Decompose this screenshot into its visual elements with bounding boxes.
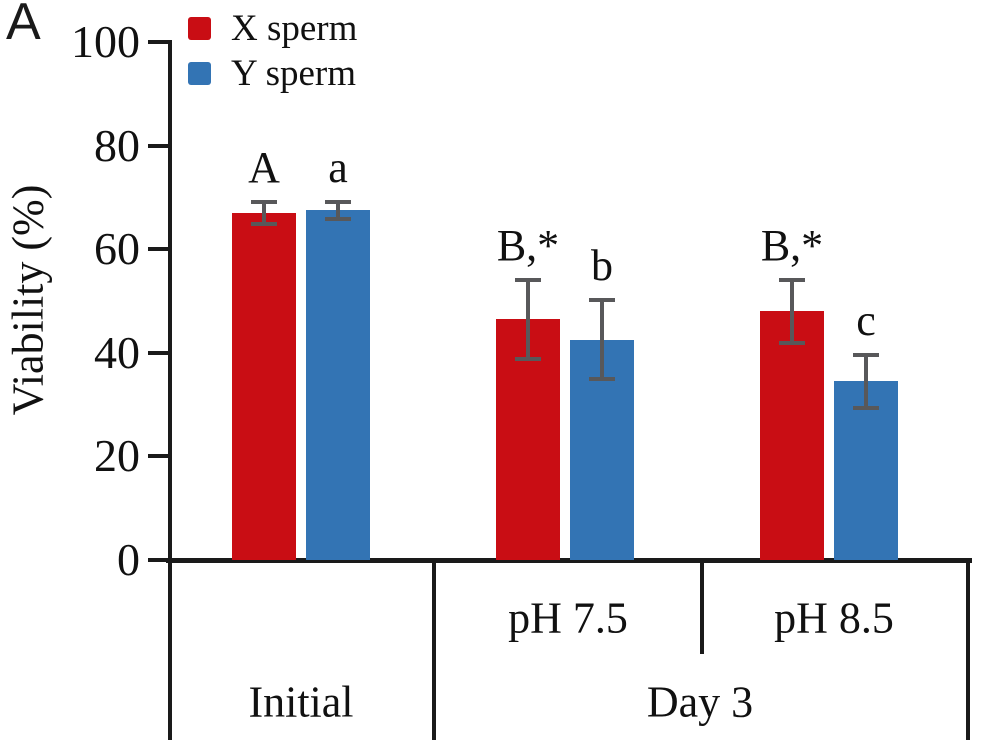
significance-label-x-sperm-initial: A bbox=[248, 142, 280, 192]
y-tick-mark-80 bbox=[148, 143, 170, 148]
error-bar-cap-top-x-sperm-initial bbox=[251, 199, 277, 204]
y-axis-line bbox=[168, 40, 172, 562]
legend-item-y-sperm: Y sperm bbox=[188, 51, 357, 96]
legend-item-x-sperm: X sperm bbox=[188, 6, 357, 51]
error-bar-cap-top-x-sperm-day-3-ph-8-5 bbox=[779, 277, 805, 282]
error-bar-cap-bottom-x-sperm-day-3-ph-7-5 bbox=[515, 356, 541, 361]
error-bar-cap-bottom-y-sperm-initial bbox=[325, 216, 351, 221]
table-line-initial-day3 bbox=[432, 562, 436, 740]
y-tick-label-100: 100 bbox=[71, 16, 140, 67]
y-tick-mark-100 bbox=[148, 40, 170, 44]
error-bar-cap-bottom-y-sperm-day-3-ph-7-5 bbox=[589, 377, 615, 382]
legend-label: X sperm bbox=[231, 8, 358, 49]
bar-x-sperm-initial bbox=[232, 212, 296, 560]
error-bar-line-y-sperm-day-3-ph-7-5 bbox=[600, 298, 604, 382]
y-tick-mark-40 bbox=[148, 350, 170, 355]
x-label-initial: Initial bbox=[248, 677, 354, 727]
error-bar-cap-bottom-x-sperm-day-3-ph-8-5 bbox=[779, 341, 805, 346]
y-axis-title: Viability (%) bbox=[3, 184, 53, 416]
legend-label: Y sperm bbox=[231, 53, 357, 94]
y-tick-label-80: 80 bbox=[94, 119, 140, 171]
error-bar-cap-top-y-sperm-day-3-ph-7-5 bbox=[589, 298, 615, 303]
y-tick-mark-0 bbox=[148, 558, 170, 562]
significance-label-y-sperm-initial: a bbox=[328, 142, 348, 192]
error-bar-line-y-sperm-day-3-ph-8-5 bbox=[864, 352, 868, 410]
error-bar-cap-bottom-y-sperm-day-3-ph-8-5 bbox=[853, 405, 879, 410]
error-bar-cap-bottom-x-sperm-initial bbox=[251, 221, 277, 226]
panel-label: A bbox=[6, 0, 41, 51]
table-line-right bbox=[966, 562, 970, 740]
significance-label-x-sperm-day-3-ph-7-5: B,* bbox=[496, 220, 560, 270]
bar-x-sperm-day-3-ph-8-5 bbox=[760, 311, 824, 560]
error-bar-line-y-sperm-initial bbox=[336, 199, 340, 221]
legend-swatch-icon bbox=[188, 62, 211, 85]
y-tick-label-20: 20 bbox=[94, 430, 140, 482]
legend-swatch-icon bbox=[188, 17, 211, 40]
y-tick-label-60: 60 bbox=[94, 223, 140, 275]
significance-label-y-sperm-day-3-ph-7-5: b bbox=[591, 241, 613, 291]
x-label-ph-7-5: pH 7.5 bbox=[508, 593, 628, 643]
y-tick-label-40: 40 bbox=[94, 326, 140, 378]
bar-y-sperm-initial bbox=[306, 210, 370, 560]
table-line-left bbox=[168, 562, 172, 740]
error-bar-cap-top-x-sperm-day-3-ph-7-5 bbox=[515, 277, 541, 282]
y-tick-mark-60 bbox=[148, 247, 170, 252]
bar-y-sperm-day-3-ph-8-5 bbox=[834, 381, 898, 560]
table-line-ph75-ph85 bbox=[700, 562, 704, 654]
x-axis-line bbox=[166, 558, 972, 563]
y-tick-mark-20 bbox=[148, 454, 170, 459]
significance-label-y-sperm-day-3-ph-8-5: c bbox=[856, 295, 876, 345]
legend: X sperm Y sperm bbox=[188, 6, 357, 96]
x-label-ph-8-5: pH 8.5 bbox=[774, 593, 894, 643]
error-bar-line-x-sperm-day-3-ph-8-5 bbox=[790, 277, 794, 346]
error-bar-line-x-sperm-initial bbox=[262, 199, 266, 226]
significance-label-x-sperm-day-3-ph-8-5: B,* bbox=[760, 220, 824, 270]
y-tick-label-0: 0 bbox=[117, 534, 140, 585]
x-label-day3: Day 3 bbox=[646, 677, 754, 727]
error-bar-line-x-sperm-day-3-ph-7-5 bbox=[526, 277, 530, 361]
error-bar-cap-top-y-sperm-day-3-ph-8-5 bbox=[853, 352, 879, 357]
error-bar-cap-top-y-sperm-initial bbox=[325, 199, 351, 204]
